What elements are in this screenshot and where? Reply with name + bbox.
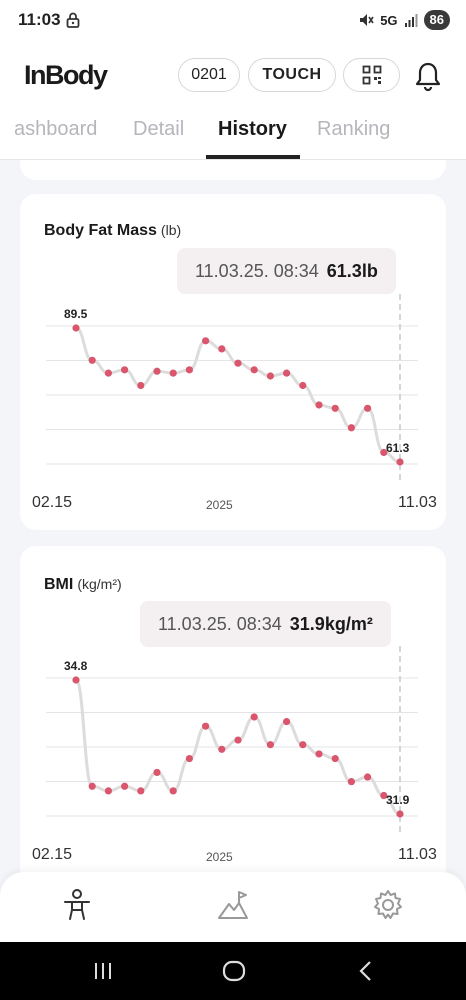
system-navigation-bar [0, 942, 466, 1000]
data-point [234, 736, 242, 744]
notification-bell-icon[interactable] [414, 61, 442, 91]
signal-icon [404, 14, 418, 27]
data-point [315, 401, 323, 409]
data-point [153, 367, 161, 375]
body-fat-mass-chart[interactable]: 89.5 61.3 [20, 294, 446, 494]
bottom-nav [0, 872, 466, 942]
tooltip-value: 61.3lb [326, 260, 378, 281]
network-type: 5G [380, 12, 398, 28]
back-icon[interactable] [353, 958, 379, 984]
mute-icon [360, 14, 374, 26]
data-point [331, 754, 339, 763]
data-point [72, 324, 80, 332]
x-end-label: 11.03 [398, 846, 437, 863]
lock-icon [66, 12, 80, 28]
data-point [396, 458, 404, 466]
touch-button[interactable]: TOUCH [248, 58, 336, 92]
tab-ranking[interactable]: Ranking [317, 118, 391, 140]
data-point [266, 372, 274, 380]
data-point [364, 773, 372, 781]
data-point [202, 337, 210, 345]
data-point [250, 713, 258, 721]
card-title-text: BMI [44, 576, 74, 593]
x-year-label: 2025 [206, 850, 233, 864]
data-point [364, 404, 372, 412]
data-point [104, 787, 112, 795]
last-value-label: 31.9 [386, 793, 410, 807]
data-point [283, 717, 291, 726]
bmi-card[interactable]: BMI (kg/m²) 11.03.25. 08:34 31.9kg/m² 34.… [20, 546, 446, 872]
qr-code-button[interactable] [343, 58, 400, 92]
chart-tooltip: 11.03.25. 08:34 61.3lb [177, 248, 396, 294]
data-point [121, 366, 129, 374]
tooltip-datetime: 11.03.25. 08:34 [195, 260, 319, 281]
inbody-logo: InBody [24, 60, 108, 90]
tab-bar: ashboard Detail History Ranking [0, 112, 466, 160]
settings-gear-icon[interactable] [371, 888, 405, 922]
data-point [153, 768, 161, 777]
chart-tooltip: 11.03.25. 08:34 31.9kg/m² [140, 601, 391, 647]
history-content[interactable]: Body Fat Mass (lb) 11.03.25. 08:34 61.3lb… [0, 160, 466, 872]
data-point [299, 741, 307, 749]
x-end-label: 11.03 [398, 494, 437, 511]
app-header: InBody 0201 TOUCH [0, 40, 466, 112]
tab-history[interactable]: History [218, 118, 287, 140]
card-title: Body Fat Mass (lb) [44, 222, 181, 240]
data-point [380, 448, 388, 457]
data-point [121, 782, 129, 790]
body-fat-mass-card[interactable]: Body Fat Mass (lb) 11.03.25. 08:34 61.3lb… [20, 194, 446, 530]
data-point [347, 424, 355, 432]
card-title: BMI (kg/m²) [44, 576, 122, 594]
data-point [250, 366, 258, 374]
data-point [315, 750, 323, 758]
tab-dashboard[interactable]: ashboard [14, 118, 98, 140]
data-point [218, 745, 226, 753]
home-icon[interactable] [221, 958, 247, 984]
first-value-label: 89.5 [64, 307, 88, 321]
first-value-label: 34.8 [64, 659, 88, 673]
data-point [104, 369, 112, 377]
card-unit: (kg/m²) [77, 576, 122, 592]
data-point [185, 366, 193, 374]
mountain-flag-icon[interactable] [216, 888, 250, 922]
data-point [283, 369, 291, 377]
data-point [72, 676, 80, 684]
x-start-label: 02.15 [32, 494, 73, 511]
card-unit: (lb) [160, 222, 182, 238]
data-point [234, 359, 242, 367]
data-point [88, 782, 96, 790]
battery-indicator: 86 [423, 10, 450, 30]
qr-code-icon [362, 65, 381, 85]
data-point [331, 404, 339, 412]
bmi-chart[interactable]: 34.8 31.9 [20, 646, 446, 846]
data-point [396, 810, 404, 818]
member-code-button[interactable]: 0201 [178, 58, 240, 92]
data-point [266, 741, 274, 749]
data-point [137, 787, 145, 795]
data-point [88, 356, 96, 364]
data-point [202, 722, 210, 730]
card-title-text: Body Fat Mass [44, 222, 157, 239]
data-point [169, 369, 177, 377]
data-point [218, 345, 226, 353]
tooltip-datetime: 11.03.25. 08:34 [158, 613, 282, 634]
tooltip-value: 31.9kg/m² [289, 613, 373, 634]
active-tab-indicator [206, 155, 300, 159]
tab-detail[interactable]: Detail [133, 118, 185, 140]
data-point [185, 754, 193, 763]
data-point [137, 381, 145, 390]
status-time: 11:03 [18, 10, 61, 29]
status-right: 5G 86 [358, 10, 450, 30]
body-person-icon[interactable] [60, 888, 94, 922]
data-point [380, 791, 388, 800]
last-value-label: 61.3 [386, 441, 410, 455]
x-year-label: 2025 [206, 498, 233, 512]
data-point [299, 381, 307, 390]
data-point [169, 787, 177, 795]
recent-apps-icon[interactable] [90, 958, 116, 984]
previous-card [20, 160, 446, 180]
x-start-label: 02.15 [32, 846, 73, 863]
data-point [347, 778, 355, 786]
status-bar: 11:03 5G 86 [0, 0, 466, 40]
